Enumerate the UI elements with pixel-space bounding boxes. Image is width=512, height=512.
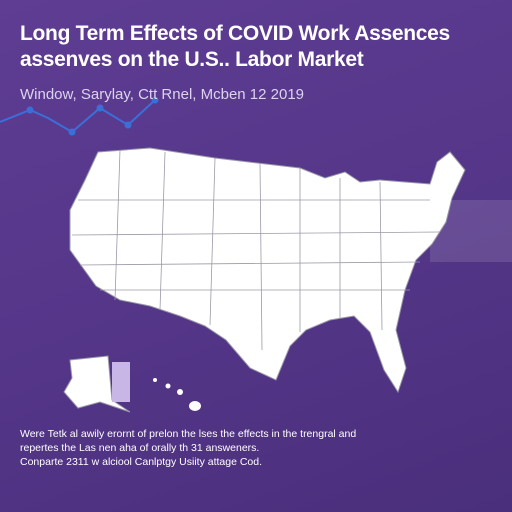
hawaii bbox=[153, 378, 201, 411]
decor-line bbox=[0, 99, 156, 134]
us-map bbox=[69, 147, 466, 394]
decor-dots bbox=[26, 96, 159, 136]
title-line: Long Term Effects of COVID Work Assences bbox=[20, 22, 450, 45]
state-borders bbox=[71, 149, 441, 351]
alaska bbox=[63, 355, 131, 413]
alaska-highlight bbox=[112, 362, 130, 402]
footer-text: Were Tetk al awily erornt of prelon the … bbox=[20, 428, 357, 440]
title-line: assenves on the U.S.. Labor Market bbox=[20, 48, 364, 71]
footer-credit: Conparte 2311 w alciool Canlptgy Usiity … bbox=[20, 456, 263, 468]
footer-text: repertes the Las nen aha of orally th 31… bbox=[20, 442, 260, 454]
subtitle: Window, Sarylay, Ctt Rnel, Mcben 12 2019 bbox=[20, 86, 305, 103]
